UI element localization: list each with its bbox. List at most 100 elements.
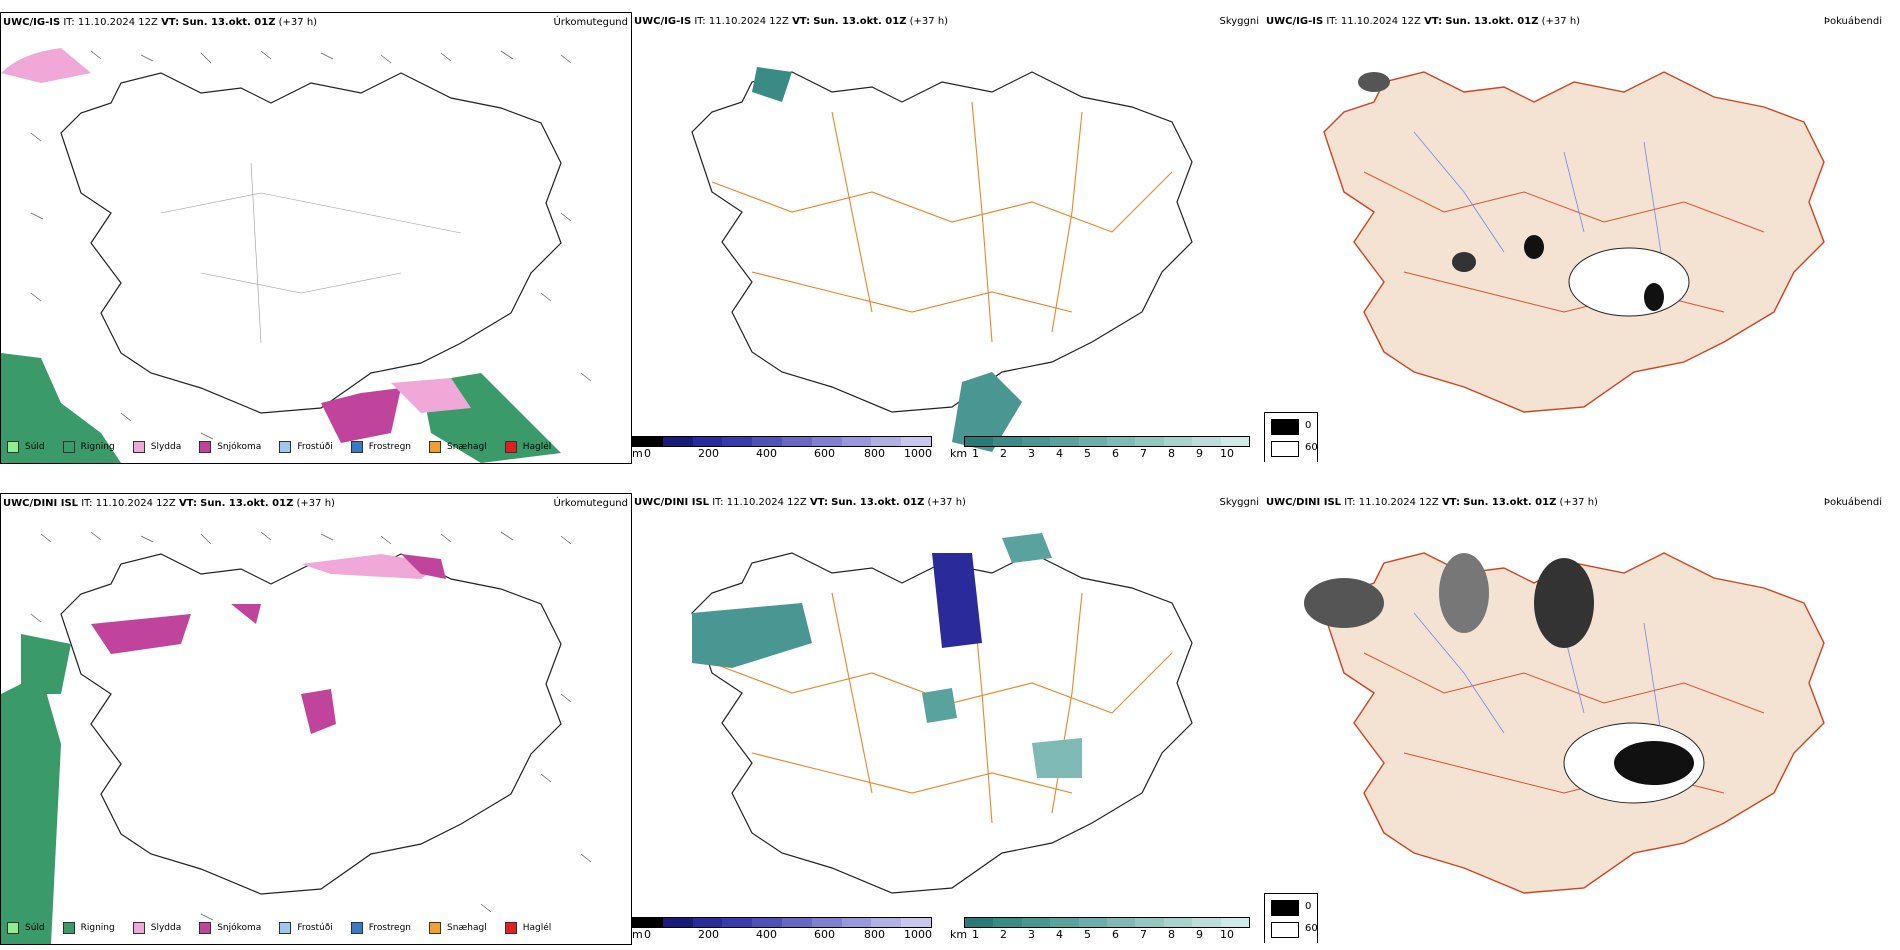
fog-legend-swatch xyxy=(1271,922,1299,938)
fog-area xyxy=(1614,741,1694,785)
fog-legend-swatch xyxy=(1271,900,1299,916)
fog-panel-dini: UWC/DINI ISL IT: 11.10.2024 12Z VT: Sun.… xyxy=(1264,493,1894,943)
sleet-area-north xyxy=(301,554,441,579)
legend-item: Frostregn xyxy=(350,441,411,453)
visibility-unit: km xyxy=(950,447,968,460)
roads xyxy=(711,101,1173,343)
tick: 4 xyxy=(1056,928,1063,941)
tick: 200 xyxy=(698,928,719,941)
tick: 8 xyxy=(1168,928,1175,941)
ceiling-unit: m xyxy=(632,928,643,941)
precip-legend-dini: Súld Rigning Slydda Snjókoma Frostúði Fr… xyxy=(7,922,569,934)
visibility-colorbar-swatches xyxy=(964,436,1250,447)
tick: 3 xyxy=(1028,928,1035,941)
tick: 400 xyxy=(756,447,777,460)
tick: 2 xyxy=(1000,928,1007,941)
visibility-panel-ig-is: UWC/IG-IS IT: 11.10.2024 12Z VT: Sun. 13… xyxy=(632,12,1262,462)
tick: 800 xyxy=(864,928,885,941)
low-visibility-south xyxy=(952,372,1022,452)
fog-legend-label: 60 xyxy=(1305,923,1318,934)
fog-spot xyxy=(1452,252,1476,272)
tick: 200 xyxy=(698,447,719,460)
tick: 600 xyxy=(814,928,835,941)
fog-legend: 0 60 xyxy=(1264,893,1318,943)
title-fog: Þokuábendi xyxy=(1823,16,1882,27)
snow-area-north xyxy=(401,554,446,579)
legend-item: Frostregn xyxy=(350,922,411,934)
precip-map-dini xyxy=(1,531,592,944)
tick: 7 xyxy=(1140,447,1147,460)
ceiling-unit: m xyxy=(632,447,643,460)
header-dini-mid: UWC/DINI ISL IT: 11.10.2024 12Z VT: Sun.… xyxy=(634,497,966,508)
glacier-vatnajokull xyxy=(1568,247,1690,317)
fog-map-dini xyxy=(1304,552,1825,894)
tick: 400 xyxy=(756,928,777,941)
legend-item: Snæhagl xyxy=(429,441,487,453)
title-fog: Þokuábendi xyxy=(1823,497,1882,508)
fog-legend-label: 0 xyxy=(1305,420,1312,431)
legend-item: Súld xyxy=(7,441,45,453)
legend-item: Haglél xyxy=(504,441,551,453)
iceland-outline xyxy=(691,71,1193,413)
tick: 4 xyxy=(1056,447,1063,460)
fog-map-ig-is xyxy=(1323,71,1825,413)
fog-legend-swatch xyxy=(1271,419,1299,435)
fog-area xyxy=(1304,578,1384,628)
sleet-area-south xyxy=(391,378,471,413)
ceiling-colorbar: m 0 200 400 600 800 1000 xyxy=(632,436,932,462)
tick: 8 xyxy=(1168,447,1175,460)
tick: 6 xyxy=(1112,447,1119,460)
iceland-outline xyxy=(1323,552,1825,894)
tick: 1 xyxy=(972,928,979,941)
legend-item: Slydda xyxy=(132,441,181,453)
rain-area-sw xyxy=(1,353,121,463)
fog-legend-swatch xyxy=(1271,441,1299,457)
visibility-colorbar-swatches xyxy=(964,917,1250,928)
low-visibility-ne xyxy=(1002,533,1052,563)
low-visibility-west xyxy=(692,603,812,668)
title-visibility: Skyggni xyxy=(1219,16,1259,27)
fog-area xyxy=(1439,553,1489,633)
tick: 10 xyxy=(1220,447,1234,460)
fog-area xyxy=(1534,558,1594,648)
snow-area-east xyxy=(301,689,336,734)
tick: 9 xyxy=(1196,928,1203,941)
tick: 0 xyxy=(644,928,651,941)
legend-item: Snjókoma xyxy=(199,441,261,453)
iceland-outline xyxy=(1323,71,1825,413)
legend-item: Snjókoma xyxy=(199,922,261,934)
precip-legend-ig-is: Súld Rigning Slydda Snjókoma Frostúði Fr… xyxy=(7,441,569,453)
tick: 800 xyxy=(864,447,885,460)
ceiling-colorbar-swatches xyxy=(632,436,932,447)
legend-item: Haglél xyxy=(504,922,551,934)
precip-type-panel-dini: UWC/DINI ISL IT: 11.10.2024 12Z VT: Sun.… xyxy=(0,493,632,945)
header-ig-is-right: UWC/IG-IS IT: 11.10.2024 12Z VT: Sun. 13… xyxy=(1266,16,1581,27)
fog-spot xyxy=(1524,235,1544,259)
rivers xyxy=(1413,131,1665,273)
precip-type-panel-ig-is: UWC/IG-IS IT: 11.10.2024 12Z VT: Sun. 13… xyxy=(0,12,632,464)
sleet-area-nw xyxy=(1,48,91,83)
tick: 5 xyxy=(1084,928,1091,941)
visibility-map-ig-is xyxy=(691,67,1193,452)
fog-panel-ig-is: UWC/IG-IS IT: 11.10.2024 12Z VT: Sun. 13… xyxy=(1264,12,1894,462)
visibility-colorbar: km 1 2 3 4 5 6 7 8 9 10 xyxy=(950,436,1250,462)
fog-spot xyxy=(1358,72,1390,92)
tick: 1000 xyxy=(904,928,932,941)
tick: 7 xyxy=(1140,928,1147,941)
visibility-panel-dini: UWC/DINI ISL IT: 11.10.2024 12Z VT: Sun.… xyxy=(632,493,1262,943)
fog-legend-label: 0 xyxy=(1305,901,1312,912)
tick: 9 xyxy=(1196,447,1203,460)
header-dini-right: UWC/DINI ISL IT: 11.10.2024 12Z VT: Sun.… xyxy=(1266,497,1598,508)
tick: 0 xyxy=(644,447,651,460)
iceland-outline xyxy=(691,552,1193,894)
rain-area-west xyxy=(1,674,61,944)
legend-item: Súld xyxy=(7,922,45,934)
title-precip-type: Úrkomutegund xyxy=(553,498,628,509)
low-visibility-central xyxy=(922,688,957,723)
visibility-colorbar: km 1 2 3 4 5 6 7 8 9 10 xyxy=(950,917,1250,943)
tick: 3 xyxy=(1028,447,1035,460)
low-visibility-east xyxy=(1032,738,1082,778)
tick: 600 xyxy=(814,447,835,460)
visibility-map-dini xyxy=(691,533,1193,894)
title-visibility: Skyggni xyxy=(1219,497,1259,508)
